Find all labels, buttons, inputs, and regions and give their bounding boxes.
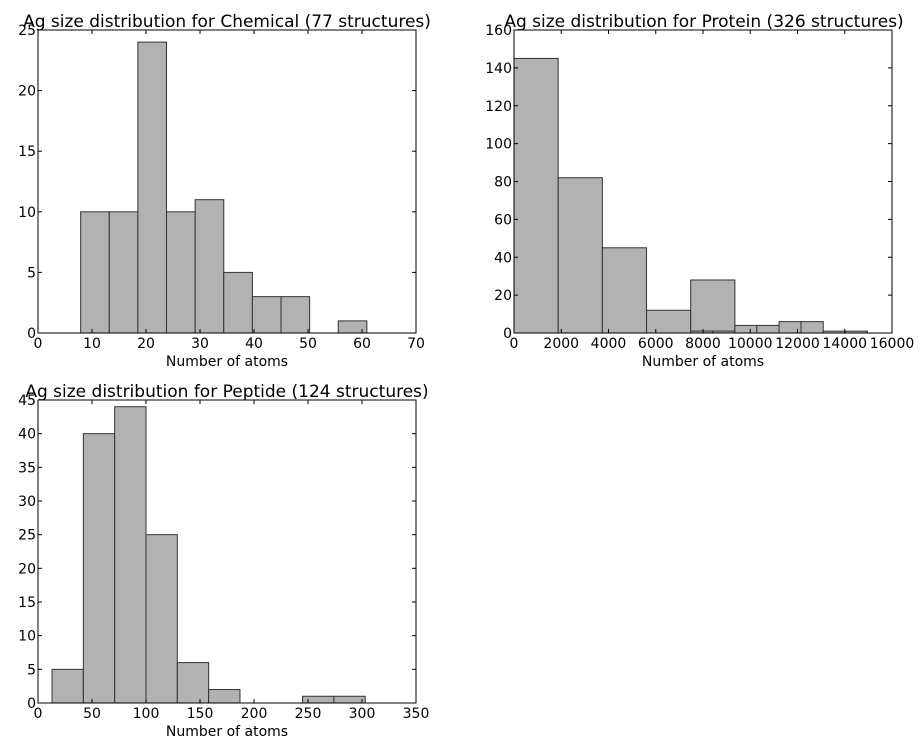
y-tick-label: 140 — [485, 61, 512, 77]
y-tick-label: 5 — [27, 265, 36, 281]
histogram-bar — [646, 309, 692, 334]
x-tick-label: 4000 — [591, 336, 627, 352]
x-tick-label: 0 — [510, 336, 519, 352]
x-tick-label: 10000 — [728, 336, 773, 352]
x-tick-label: 20 — [137, 336, 155, 352]
y-tick-label: 15 — [18, 595, 36, 611]
y-tick-label: 160 — [485, 23, 512, 39]
x-tick-label: 12000 — [775, 336, 820, 352]
y-tick-label: 0 — [503, 326, 512, 342]
y-tick-label: 40 — [494, 250, 512, 266]
y-tick-label: 15 — [18, 144, 36, 160]
histogram-bar — [223, 271, 253, 334]
x-tick-label: 10 — [83, 336, 101, 352]
y-tick-label: 0 — [27, 326, 36, 342]
histogram-bar — [114, 406, 147, 704]
x-tick-label: 350 — [403, 706, 430, 722]
histogram-bar — [280, 296, 311, 334]
y-tick-label: 10 — [18, 205, 36, 221]
histogram-bar — [557, 177, 603, 334]
chart-title: Ag size distribution for Protein (326 st… — [504, 12, 903, 32]
y-tick-label: 20 — [18, 561, 36, 577]
y-tick-label: 5 — [27, 662, 36, 678]
y-tick-label: 10 — [18, 629, 36, 645]
histogram-bar — [756, 324, 780, 334]
x-axis-label: Number of atoms — [642, 354, 764, 370]
chart-title: Ag size distribution for Chemical (77 st… — [23, 12, 431, 32]
y-tick-label: 25 — [18, 23, 36, 39]
x-tick-label: 70 — [407, 336, 425, 352]
histogram-bar — [337, 320, 368, 334]
histogram-bar — [333, 695, 366, 704]
y-tick-label: 120 — [485, 99, 512, 115]
x-tick-label: 50 — [299, 336, 317, 352]
histogram-bar — [176, 662, 210, 704]
peptide-histogram: 0 50 100 150 200 250 300 350 0 5 10 15 20 25 30 35 40 45 N… — [18, 382, 429, 740]
x-tick-label: 14000 — [822, 336, 867, 352]
histogram-bar — [80, 211, 110, 334]
histogram-bar — [251, 296, 282, 334]
y-tick-label: 20 — [494, 288, 512, 304]
y-tick-label: 25 — [18, 528, 36, 544]
y-tick-label: 30 — [18, 494, 36, 510]
x-tick-label: 250 — [295, 706, 322, 722]
x-tick-label: 30 — [191, 336, 209, 352]
y-tick-label: 80 — [494, 175, 512, 191]
x-tick-label: 300 — [349, 706, 376, 722]
y-tick-label: 35 — [18, 460, 36, 476]
histogram-bar — [690, 279, 736, 334]
y-tick-label: 45 — [18, 393, 36, 409]
histogram-bar — [166, 211, 196, 334]
y-tick-label: 40 — [18, 427, 36, 443]
histogram-bar — [137, 41, 168, 334]
histogram-bar — [82, 433, 116, 704]
x-tick-label: 200 — [241, 706, 268, 722]
protein-histogram: 0 2000 4000 6000 8000 10000 12000 14000 16000 0 20… — [485, 12, 914, 370]
histogram-bar — [302, 695, 335, 704]
chart-title: Ag size distribution for Peptide (124 st… — [25, 382, 428, 402]
histogram-bar — [208, 689, 241, 704]
histogram-bar — [51, 668, 84, 704]
histogram-bar — [800, 321, 824, 334]
chemical-histogram: 0 10 20 30 40 50 60 70 0 5 10 15 20 25 Number of atoms… — [18, 12, 431, 370]
x-axis-label: Number of atoms — [166, 724, 288, 740]
x-tick-label: 40 — [245, 336, 263, 352]
histogram-bar — [734, 324, 758, 334]
histogram-bar — [194, 199, 225, 334]
y-tick-label: 100 — [485, 137, 512, 153]
y-tick-label: 20 — [18, 84, 36, 100]
x-tick-label: 8000 — [685, 336, 721, 352]
histogram-bar — [513, 57, 559, 334]
x-axis-label: Number of atoms — [166, 354, 288, 370]
histogram-bar — [108, 211, 139, 334]
x-tick-label: 6000 — [638, 336, 674, 352]
x-tick-label: 50 — [83, 706, 101, 722]
x-tick-label: 0 — [34, 336, 43, 352]
y-tick-label: 60 — [494, 212, 512, 228]
axes-frame — [37, 29, 417, 334]
x-tick-label: 2000 — [543, 336, 579, 352]
x-tick-label: 16000 — [870, 336, 915, 352]
x-tick-label: 150 — [187, 706, 214, 722]
x-tick-label: 60 — [353, 336, 371, 352]
histogram-bar — [601, 247, 648, 334]
x-tick-label: 100 — [133, 706, 160, 722]
y-tick-label: 0 — [27, 696, 36, 712]
x-tick-label: 0 — [34, 706, 43, 722]
histogram-bar — [145, 534, 178, 704]
axes-frame — [37, 399, 417, 704]
